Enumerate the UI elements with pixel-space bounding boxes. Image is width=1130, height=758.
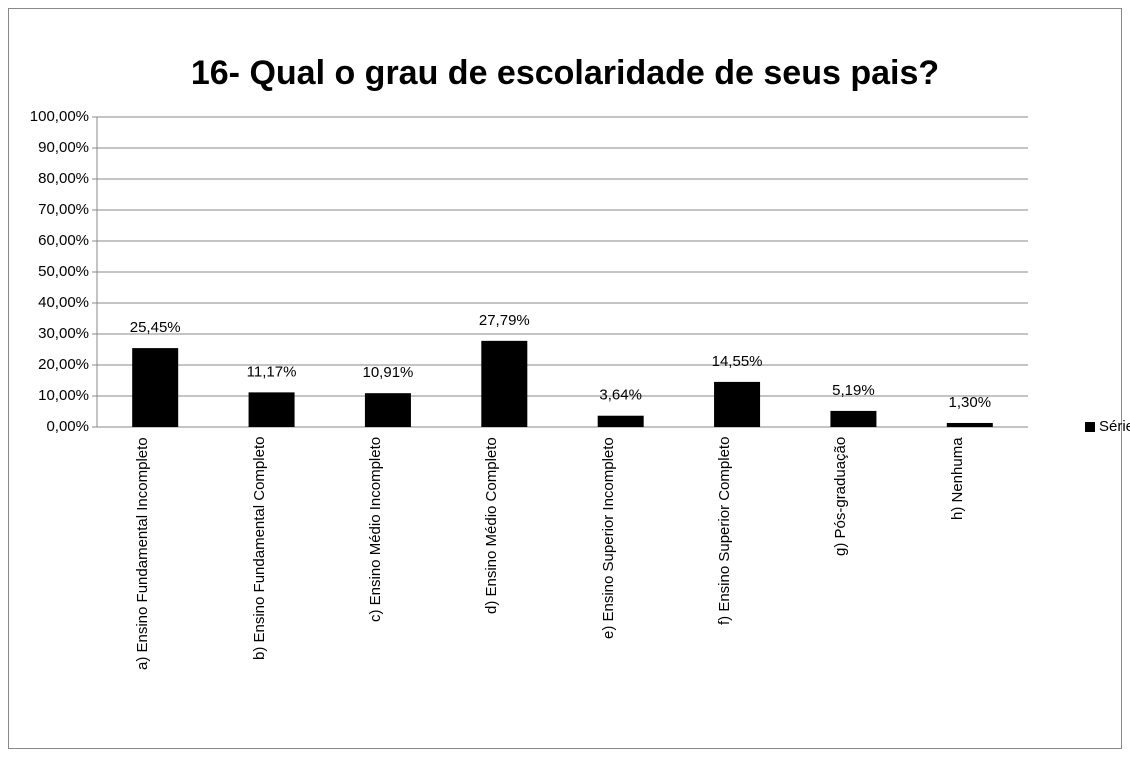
bar xyxy=(830,410,877,427)
y-tick-label: 20,00% xyxy=(38,356,89,373)
y-tick-label: 10,00% xyxy=(38,387,89,404)
data-label: 14,55% xyxy=(712,353,763,370)
y-tick-label: 50,00% xyxy=(38,263,89,280)
x-tick-label: a) Ensino Fundamental Incompleto xyxy=(134,437,152,670)
x-tick-label: c) Ensino Médio Incompleto xyxy=(366,437,384,623)
x-tick-label: f) Ensino Superior Completo xyxy=(716,437,734,626)
y-tick-label: 80,00% xyxy=(38,170,89,187)
bar xyxy=(714,381,761,427)
y-tick-label: 40,00% xyxy=(38,294,89,311)
bar xyxy=(946,422,993,427)
data-label: 10,91% xyxy=(363,364,414,381)
bar xyxy=(481,340,528,427)
data-label: 3,64% xyxy=(599,387,642,404)
data-label: 1,30% xyxy=(949,394,992,411)
x-tick-label: g) Pós-graduação xyxy=(832,437,850,557)
data-label: 11,17% xyxy=(247,363,297,380)
x-tick-label: b) Ensino Fundamental Completo xyxy=(250,437,268,661)
data-label: 25,45% xyxy=(130,319,181,336)
x-tick-label: h) Nenhuma xyxy=(948,437,966,520)
bar xyxy=(132,348,179,427)
x-tick-label: d) Ensino Médio Completo xyxy=(483,437,501,614)
legend-swatch xyxy=(1085,422,1095,432)
bar xyxy=(364,393,411,427)
chart-border xyxy=(8,8,1122,749)
y-tick-label: 90,00% xyxy=(38,139,89,156)
y-tick-label: 0,00% xyxy=(46,418,89,435)
y-tick-label: 70,00% xyxy=(38,201,89,218)
y-tick-label: 30,00% xyxy=(38,325,89,342)
y-tick-label: 100,00% xyxy=(30,108,89,125)
bar xyxy=(248,392,295,427)
data-label: 27,79% xyxy=(479,312,530,329)
bar xyxy=(597,415,644,427)
data-label: 5,19% xyxy=(832,382,875,399)
legend-label: Série1 xyxy=(1099,418,1130,435)
y-tick-label: 60,00% xyxy=(38,232,89,249)
chart-title: 16- Qual o grau de escolaridade de seus … xyxy=(191,54,939,92)
x-tick-label: e) Ensino Superior Incompleto xyxy=(599,437,617,639)
